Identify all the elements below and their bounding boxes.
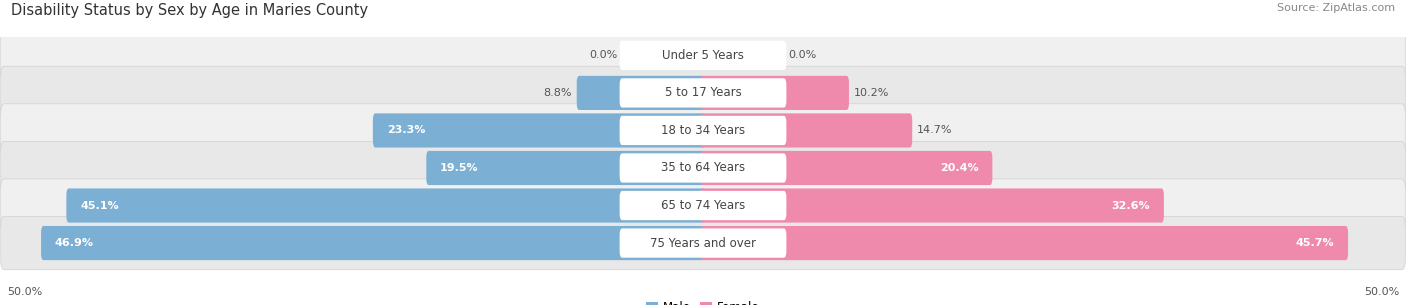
- Text: 32.6%: 32.6%: [1112, 200, 1150, 210]
- FancyBboxPatch shape: [576, 76, 706, 110]
- Text: 10.2%: 10.2%: [853, 88, 889, 98]
- Text: Under 5 Years: Under 5 Years: [662, 49, 744, 62]
- FancyBboxPatch shape: [700, 188, 1164, 223]
- Legend: Male, Female: Male, Female: [641, 296, 765, 305]
- FancyBboxPatch shape: [620, 41, 786, 70]
- Text: Disability Status by Sex by Age in Maries County: Disability Status by Sex by Age in Marie…: [11, 3, 368, 18]
- FancyBboxPatch shape: [0, 141, 1406, 195]
- Text: Source: ZipAtlas.com: Source: ZipAtlas.com: [1277, 3, 1395, 13]
- FancyBboxPatch shape: [620, 116, 786, 145]
- Text: 19.5%: 19.5%: [440, 163, 478, 173]
- FancyBboxPatch shape: [700, 226, 1348, 260]
- FancyBboxPatch shape: [620, 191, 786, 220]
- FancyBboxPatch shape: [66, 188, 706, 223]
- Text: 45.7%: 45.7%: [1296, 238, 1334, 248]
- FancyBboxPatch shape: [0, 179, 1406, 232]
- FancyBboxPatch shape: [700, 76, 849, 110]
- FancyBboxPatch shape: [700, 151, 993, 185]
- Text: 50.0%: 50.0%: [1364, 287, 1399, 297]
- FancyBboxPatch shape: [620, 153, 786, 183]
- Text: 65 to 74 Years: 65 to 74 Years: [661, 199, 745, 212]
- Text: 18 to 34 Years: 18 to 34 Years: [661, 124, 745, 137]
- FancyBboxPatch shape: [41, 226, 706, 260]
- FancyBboxPatch shape: [0, 29, 1406, 82]
- Text: 8.8%: 8.8%: [544, 88, 572, 98]
- FancyBboxPatch shape: [426, 151, 706, 185]
- FancyBboxPatch shape: [620, 78, 786, 108]
- FancyBboxPatch shape: [620, 228, 786, 258]
- Text: 50.0%: 50.0%: [7, 287, 42, 297]
- FancyBboxPatch shape: [373, 113, 706, 148]
- FancyBboxPatch shape: [0, 66, 1406, 120]
- Text: 0.0%: 0.0%: [589, 50, 619, 60]
- Text: 14.7%: 14.7%: [917, 125, 952, 135]
- Text: 35 to 64 Years: 35 to 64 Years: [661, 161, 745, 174]
- Text: 46.9%: 46.9%: [55, 238, 94, 248]
- Text: 5 to 17 Years: 5 to 17 Years: [665, 86, 741, 99]
- Text: 0.0%: 0.0%: [787, 50, 817, 60]
- FancyBboxPatch shape: [700, 113, 912, 148]
- FancyBboxPatch shape: [0, 104, 1406, 157]
- Text: 23.3%: 23.3%: [387, 125, 425, 135]
- Text: 20.4%: 20.4%: [941, 163, 979, 173]
- FancyBboxPatch shape: [0, 217, 1406, 270]
- Text: 45.1%: 45.1%: [80, 200, 118, 210]
- Text: 75 Years and over: 75 Years and over: [650, 237, 756, 249]
